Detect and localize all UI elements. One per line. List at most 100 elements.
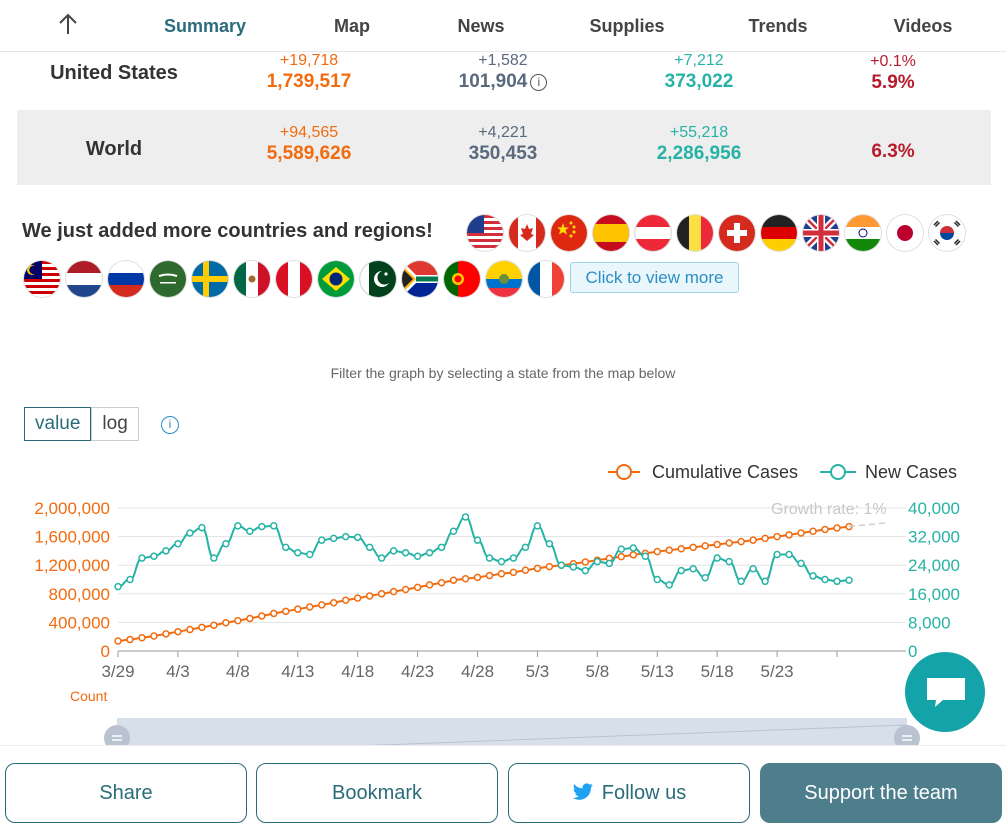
data-point[interactable] xyxy=(353,533,362,542)
data-point[interactable] xyxy=(701,542,709,550)
support-team-button[interactable]: Support the team xyxy=(760,763,1002,823)
data-point[interactable] xyxy=(162,630,170,638)
data-point[interactable] xyxy=(114,582,122,591)
data-point[interactable] xyxy=(713,540,721,549)
flag-ecuador-icon[interactable] xyxy=(486,261,522,297)
data-point[interactable] xyxy=(545,540,554,548)
flag-spain-icon[interactable] xyxy=(593,215,629,251)
data-point[interactable] xyxy=(605,559,614,568)
data-point[interactable] xyxy=(641,552,650,561)
data-point[interactable] xyxy=(785,531,793,539)
data-point[interactable] xyxy=(437,543,446,552)
data-point[interactable] xyxy=(138,634,146,642)
data-point[interactable] xyxy=(437,578,446,587)
data-point[interactable] xyxy=(162,547,170,555)
data-point[interactable] xyxy=(761,534,769,543)
data-point[interactable] xyxy=(270,522,278,530)
data-point[interactable] xyxy=(617,545,626,553)
data-point[interactable] xyxy=(497,557,506,566)
flag-portugal-icon[interactable] xyxy=(444,261,480,297)
legend-cumulative-cases[interactable]: Cumulative Cases xyxy=(608,462,798,482)
flag-germany-icon[interactable] xyxy=(761,215,797,251)
data-point[interactable] xyxy=(174,627,182,636)
data-point[interactable] xyxy=(258,522,266,531)
flag-united-states-icon[interactable] xyxy=(467,215,503,251)
data-point[interactable] xyxy=(521,566,530,574)
data-point[interactable] xyxy=(509,554,518,562)
data-point[interactable] xyxy=(581,558,590,566)
flag-switzerland-icon[interactable] xyxy=(719,215,755,251)
tab-supplies[interactable]: Supplies xyxy=(589,16,665,36)
legend[interactable]: Cumulative Cases New Cases xyxy=(608,462,957,482)
flag-india-icon[interactable] xyxy=(845,215,881,251)
data-point[interactable] xyxy=(126,575,134,584)
data-point[interactable] xyxy=(294,605,302,613)
data-point[interactable] xyxy=(174,540,182,548)
flag-austria-icon[interactable] xyxy=(635,215,671,251)
data-point[interactable] xyxy=(150,632,158,640)
data-point[interactable] xyxy=(305,603,314,611)
info-icon[interactable]: i xyxy=(161,416,179,434)
data-point[interactable] xyxy=(629,544,638,552)
flag-belgium-icon[interactable] xyxy=(677,215,713,251)
data-point[interactable] xyxy=(785,550,793,559)
data-point[interactable] xyxy=(138,554,146,562)
data-point[interactable] xyxy=(210,554,218,562)
data-point[interactable] xyxy=(617,552,626,561)
cases-chart[interactable]: 0 400,000 800,000 1,200,000 1,600,000 2,000,0… xyxy=(0,455,1006,745)
data-point[interactable] xyxy=(737,577,745,586)
stats-row-united-states[interactable]: United States +19,718 1,739,517 +1,582 1… xyxy=(17,52,991,108)
legend-new-cases[interactable]: New Cases xyxy=(820,462,957,482)
data-point[interactable] xyxy=(689,543,697,552)
flag-saudi-arabia-icon[interactable] xyxy=(150,261,186,297)
data-point[interactable] xyxy=(821,525,829,534)
flag-china-icon[interactable] xyxy=(551,215,587,251)
data-point[interactable] xyxy=(449,527,458,535)
flag-brazil-icon[interactable] xyxy=(318,261,354,297)
data-point[interactable] xyxy=(749,536,757,544)
data-point[interactable] xyxy=(305,550,314,559)
data-point[interactable] xyxy=(365,543,374,552)
tab-news[interactable]: News xyxy=(457,16,505,36)
data-point[interactable] xyxy=(533,522,542,530)
tab-videos[interactable]: Videos xyxy=(893,16,953,36)
data-point[interactable] xyxy=(389,587,398,596)
data-point[interactable] xyxy=(845,576,853,584)
flag-south-africa-icon[interactable] xyxy=(402,261,438,297)
data-point[interactable] xyxy=(377,590,386,598)
data-point[interactable] xyxy=(365,592,374,600)
data-point[interactable] xyxy=(797,559,805,568)
data-point[interactable] xyxy=(186,625,194,634)
flag-peru-icon[interactable] xyxy=(276,261,312,297)
scale-log-button[interactable]: log xyxy=(91,407,139,441)
data-point[interactable] xyxy=(473,573,482,582)
flag-netherlands-icon[interactable] xyxy=(66,261,102,297)
data-point[interactable] xyxy=(569,563,578,571)
data-point[interactable] xyxy=(425,581,434,589)
data-point[interactable] xyxy=(282,543,290,552)
data-point[interactable] xyxy=(581,566,590,575)
tab-trends[interactable]: Trends xyxy=(748,16,808,36)
data-point[interactable] xyxy=(246,614,254,623)
tab-summary[interactable]: Summary xyxy=(163,16,247,36)
range-handle-left-icon[interactable] xyxy=(104,725,130,745)
data-point[interactable] xyxy=(401,548,410,557)
data-point[interactable] xyxy=(677,566,685,575)
data-point[interactable] xyxy=(198,523,206,532)
data-point[interactable] xyxy=(809,527,817,535)
data-point[interactable] xyxy=(749,565,757,573)
data-point[interactable] xyxy=(533,564,542,573)
data-point[interactable] xyxy=(737,537,745,546)
data-point[interactable] xyxy=(389,547,398,555)
data-point[interactable] xyxy=(186,529,194,537)
scroll-to-top-icon[interactable] xyxy=(56,12,80,38)
data-point[interactable] xyxy=(114,637,122,645)
data-point[interactable] xyxy=(821,575,829,584)
data-point[interactable] xyxy=(833,524,841,532)
data-point[interactable] xyxy=(725,539,733,547)
data-point[interactable] xyxy=(461,513,470,521)
data-point[interactable] xyxy=(413,552,422,561)
data-point[interactable] xyxy=(210,621,218,630)
share-button[interactable]: Share xyxy=(5,763,247,823)
data-point[interactable] xyxy=(317,536,326,544)
